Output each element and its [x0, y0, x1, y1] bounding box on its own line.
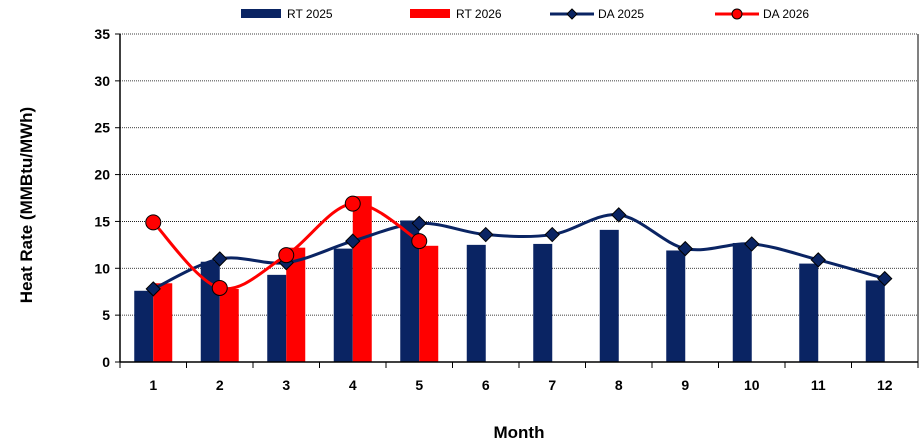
x-tick-label: 2 [216, 377, 224, 393]
y-tick-label: 5 [102, 307, 110, 323]
diamond-marker [677, 240, 693, 257]
bar [419, 245, 439, 362]
diamond-marker [810, 252, 826, 268]
diamond-marker [611, 207, 627, 223]
y-tick-label: 25 [94, 120, 110, 136]
diamond-marker [145, 281, 161, 297]
bar [599, 229, 619, 362]
x-tick-label: 11 [811, 377, 826, 393]
bar [286, 247, 306, 362]
legend-label: DA 2025 [598, 7, 644, 21]
y-tick-labels: 0 5 10 15 20 25 30 35 [94, 26, 110, 370]
bar [666, 250, 686, 362]
bars [134, 196, 885, 362]
legend-swatch [241, 9, 281, 18]
x-tick-label: 3 [282, 377, 290, 393]
circle-marker [278, 247, 295, 264]
x-tick-label: 7 [548, 377, 556, 393]
y-axis-title: Heat Rate (MMBtu/MWh) [17, 107, 36, 303]
bar [533, 243, 553, 362]
series-line [152, 213, 886, 291]
legend-label: RT 2025 [287, 7, 333, 21]
y-tick-label: 0 [102, 354, 110, 370]
bar [333, 248, 353, 362]
bar [134, 290, 154, 362]
diamond-marker [345, 233, 361, 249]
x-tick-label: 9 [681, 377, 689, 393]
diamond-marker [544, 226, 560, 243]
diamond-marker [744, 236, 760, 252]
legend-swatch [410, 9, 450, 18]
bar [352, 196, 372, 362]
y-tick-label: 10 [94, 260, 110, 276]
legend: RT 2025 RT 2026 DA 2025 DA 2026 [241, 7, 809, 21]
x-tick-label: 5 [415, 377, 423, 393]
bar [400, 220, 420, 362]
circle-marker [344, 195, 361, 212]
x-tick-label: 10 [744, 377, 760, 393]
x-tick-label: 6 [482, 377, 490, 393]
legend-label: RT 2026 [456, 7, 502, 21]
legend-circle-marker [731, 8, 743, 20]
circle-marker [145, 214, 162, 231]
y-tick-label: 35 [94, 26, 110, 42]
bar [799, 263, 819, 362]
gridlines [120, 33, 918, 316]
bar [153, 283, 173, 362]
x-tick-label: 4 [349, 377, 357, 393]
bar [732, 242, 752, 362]
axes [115, 33, 919, 368]
x-tick-label: 1 [149, 377, 157, 393]
y-tick-label: 15 [94, 213, 110, 229]
legend-diamond-marker [566, 8, 578, 20]
bar [219, 288, 239, 362]
legend-label: DA 2026 [763, 7, 809, 21]
circle-marker [411, 233, 428, 250]
lines [145, 195, 893, 297]
diamond-marker [877, 270, 893, 287]
x-tick-label: 8 [615, 377, 623, 393]
y-tick-label: 30 [94, 73, 110, 89]
bar [865, 280, 885, 362]
diamond-marker [478, 226, 494, 243]
circle-marker [211, 279, 228, 296]
diamond-marker [411, 215, 427, 232]
bar [466, 244, 486, 362]
bar [267, 274, 287, 362]
diamond-marker [212, 251, 228, 267]
x-axis-title: Month [494, 423, 545, 442]
y-tick-label: 20 [94, 167, 110, 183]
x-tick-labels: 1 2 3 4 5 6 7 8 9 10 11 12 [149, 377, 892, 393]
x-tick-label: 12 [877, 377, 893, 393]
